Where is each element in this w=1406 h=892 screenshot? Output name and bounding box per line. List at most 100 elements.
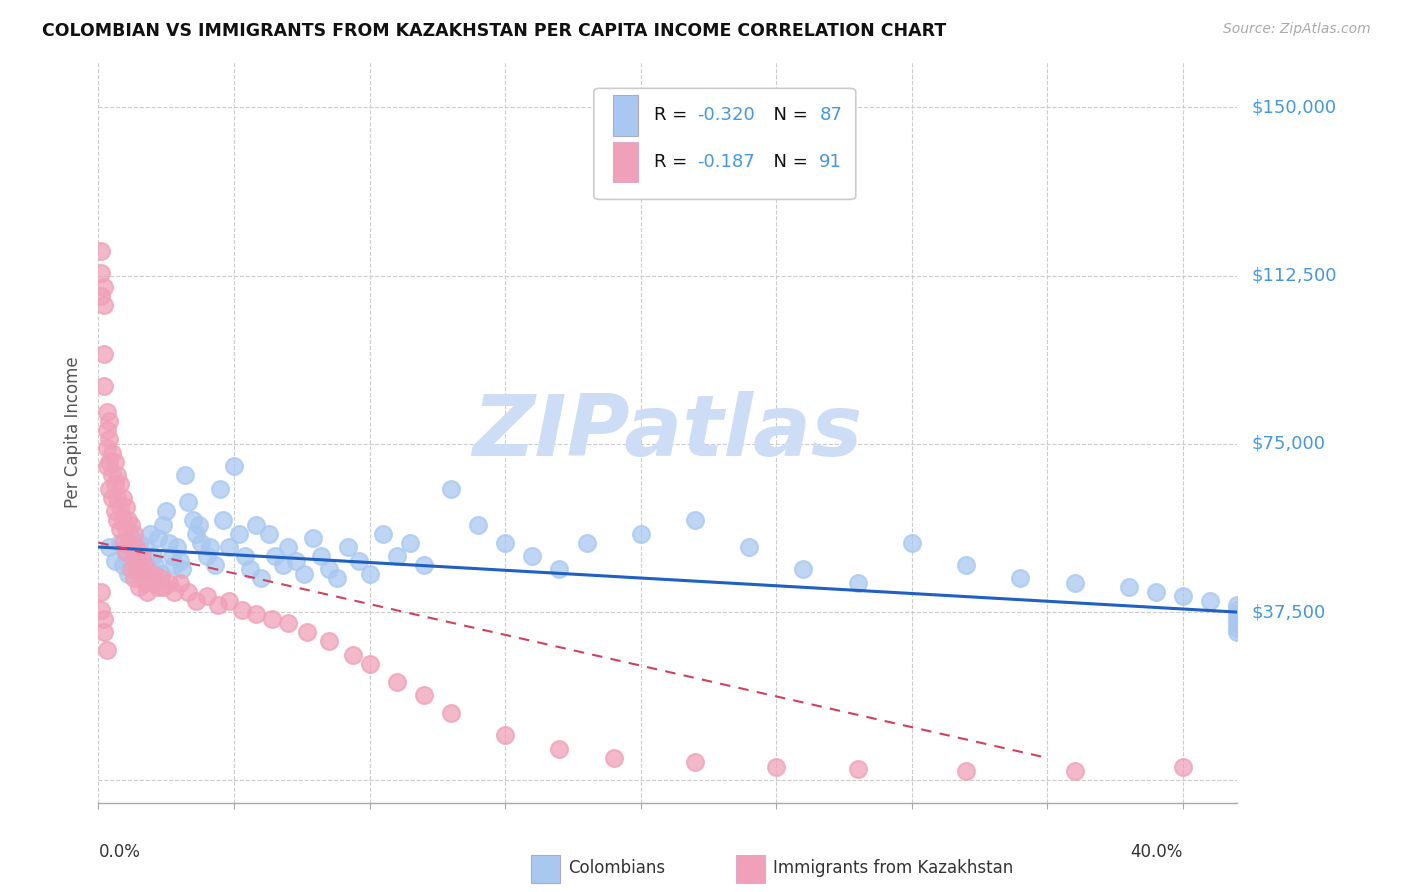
Point xyxy=(166,540,188,554)
Point xyxy=(271,558,294,572)
Point xyxy=(683,513,706,527)
Point xyxy=(122,549,145,563)
Point xyxy=(157,535,180,549)
Point xyxy=(198,540,221,554)
Point xyxy=(548,562,571,576)
Point xyxy=(122,571,145,585)
Text: Source: ZipAtlas.com: Source: ZipAtlas.com xyxy=(1223,22,1371,37)
Point xyxy=(108,500,131,514)
Point xyxy=(494,729,516,743)
Point xyxy=(114,549,136,563)
Text: Immigrants from Kazakhstan: Immigrants from Kazakhstan xyxy=(773,859,1012,877)
Point xyxy=(131,549,153,563)
Point xyxy=(128,544,150,558)
Point xyxy=(630,526,652,541)
Point xyxy=(117,535,139,549)
Text: 0.0%: 0.0% xyxy=(98,843,141,861)
Point xyxy=(1199,594,1222,608)
FancyBboxPatch shape xyxy=(613,95,638,136)
Point xyxy=(285,553,308,567)
Text: 87: 87 xyxy=(820,106,842,124)
Point xyxy=(277,616,299,631)
Point xyxy=(111,491,134,505)
FancyBboxPatch shape xyxy=(613,142,638,182)
Point xyxy=(114,522,136,536)
Point xyxy=(228,526,250,541)
Point xyxy=(131,553,153,567)
Point xyxy=(145,576,167,591)
Point xyxy=(136,566,159,581)
Point xyxy=(1226,616,1249,631)
Point xyxy=(90,585,112,599)
Point xyxy=(399,535,422,549)
Point xyxy=(1010,571,1032,585)
Point xyxy=(108,535,131,549)
Point xyxy=(96,459,118,474)
Point xyxy=(163,558,186,572)
Point xyxy=(177,495,200,509)
Point xyxy=(122,526,145,541)
Point xyxy=(93,625,115,640)
Point xyxy=(1063,576,1085,591)
Point xyxy=(412,558,434,572)
Point xyxy=(1226,607,1249,622)
Point xyxy=(385,549,408,563)
Point xyxy=(250,571,273,585)
Point xyxy=(195,590,218,604)
Point xyxy=(101,446,124,460)
FancyBboxPatch shape xyxy=(593,88,856,200)
Point xyxy=(125,540,148,554)
Point xyxy=(183,513,205,527)
Point xyxy=(142,549,165,563)
Point xyxy=(245,517,267,532)
Y-axis label: Per Capita Income: Per Capita Income xyxy=(65,357,83,508)
Point xyxy=(152,517,174,532)
Point xyxy=(136,585,159,599)
Point xyxy=(117,566,139,581)
Point xyxy=(440,482,463,496)
Point xyxy=(134,576,156,591)
Point xyxy=(1226,599,1249,613)
Point xyxy=(1226,625,1249,640)
Point xyxy=(1171,590,1194,604)
Point xyxy=(901,535,924,549)
Point xyxy=(602,751,624,765)
Text: ZIPatlas: ZIPatlas xyxy=(472,391,863,475)
Point xyxy=(93,612,115,626)
Point xyxy=(108,477,131,491)
Point xyxy=(792,562,814,576)
Point xyxy=(259,526,281,541)
Text: N =: N = xyxy=(762,153,814,170)
Point xyxy=(98,482,121,496)
Point xyxy=(318,634,340,648)
Point xyxy=(157,576,180,591)
Point xyxy=(114,500,136,514)
Point xyxy=(955,558,977,572)
Point xyxy=(96,442,118,456)
Point xyxy=(233,549,256,563)
Point xyxy=(190,535,212,549)
Point xyxy=(120,540,142,554)
Point xyxy=(309,549,332,563)
Point xyxy=(96,423,118,437)
Point xyxy=(108,522,131,536)
Point xyxy=(297,625,319,640)
Point xyxy=(548,742,571,756)
Point xyxy=(146,531,169,545)
Point xyxy=(134,540,156,554)
Point xyxy=(172,562,194,576)
Point xyxy=(142,566,165,581)
Point xyxy=(683,756,706,770)
Point xyxy=(101,491,124,505)
Point xyxy=(96,643,118,657)
Point xyxy=(101,468,124,483)
Point xyxy=(260,612,283,626)
Point xyxy=(111,513,134,527)
Point xyxy=(125,558,148,572)
Text: -0.320: -0.320 xyxy=(697,106,755,124)
Text: -0.187: -0.187 xyxy=(697,153,755,170)
Point xyxy=(152,581,174,595)
Text: $75,000: $75,000 xyxy=(1251,434,1326,453)
Point xyxy=(160,549,183,563)
Point xyxy=(107,468,129,483)
